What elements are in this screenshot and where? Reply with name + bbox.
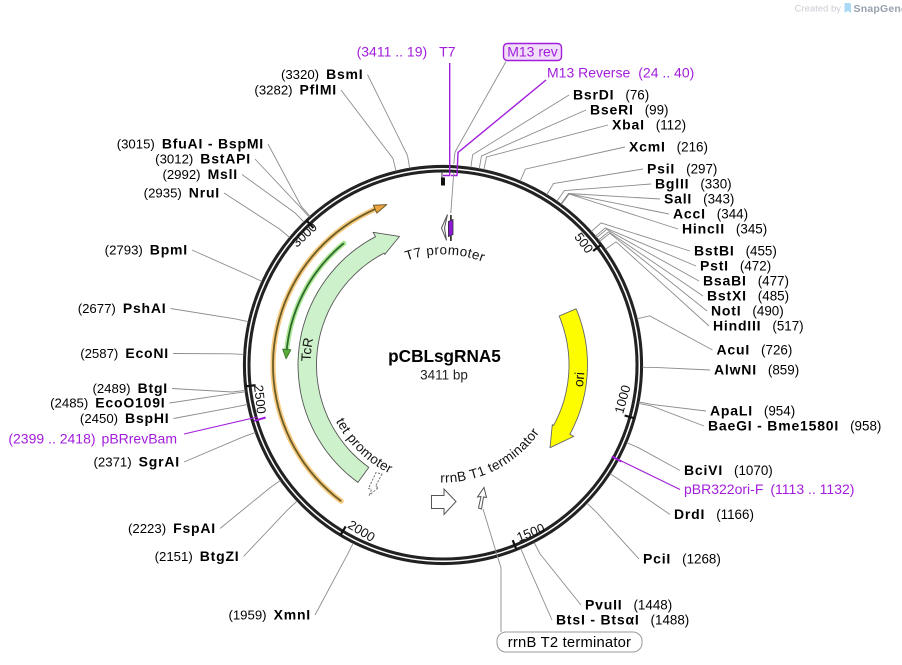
svg-text:SnapGene: SnapGene [854, 3, 902, 15]
svg-text:BaeGI - Bme1580I(958): BaeGI - Bme1580I(958) [708, 418, 881, 434]
svg-text:3411 bp: 3411 bp [420, 368, 468, 383]
svg-text:M13 Reverse(24 .. 40): M13 Reverse(24 .. 40) [547, 65, 694, 81]
svg-text:(2677)PshAI: (2677)PshAI [78, 300, 167, 316]
svg-text:HindIII(517): HindIII(517) [713, 318, 804, 334]
svg-text:BsaBI(477): BsaBI(477) [703, 273, 789, 289]
svg-text:pCBLsgRNA5: pCBLsgRNA5 [388, 346, 501, 366]
svg-text:rrnB T2 terminator: rrnB T2 terminator [508, 635, 631, 651]
svg-text:ori: ori [571, 372, 587, 388]
svg-text:2500: 2500 [251, 384, 269, 414]
svg-text:AlwNI(859): AlwNI(859) [714, 362, 799, 378]
svg-text:(2399 .. 2418)pBRrevBam: (2399 .. 2418)pBRrevBam [8, 431, 177, 447]
svg-text:(2450)BspHI: (2450)BspHI [80, 410, 170, 426]
svg-text:BseRI(99): BseRI(99) [590, 102, 669, 118]
svg-text:TcR: TcR [299, 336, 317, 361]
svg-text:PciI(1268): PciI(1268) [643, 551, 721, 567]
svg-text:BsrDI(76): BsrDI(76) [573, 87, 649, 103]
svg-text:ApaLI(954): ApaLI(954) [710, 403, 795, 419]
svg-text:(3411 .. 19)T7: (3411 .. 19)T7 [357, 44, 456, 60]
svg-text:(2485)EcoO109I: (2485)EcoO109I [50, 395, 165, 411]
svg-text:Created by: Created by [795, 4, 842, 15]
svg-text:(2587)EcoNI: (2587)EcoNI [80, 345, 169, 361]
svg-text:HincII(345): HincII(345) [682, 221, 767, 237]
svg-text:BtsI - BtsαI(1488): BtsI - BtsαI(1488) [556, 612, 689, 628]
svg-text:(3012)BstAPI: (3012)BstAPI [155, 151, 251, 167]
svg-text:(2992)MslI: (2992)MslI [162, 166, 238, 182]
svg-text:(3015)BfuAI - BspMI: (3015)BfuAI - BspMI [117, 136, 264, 152]
svg-text:M13 rev: M13 rev [507, 44, 558, 60]
